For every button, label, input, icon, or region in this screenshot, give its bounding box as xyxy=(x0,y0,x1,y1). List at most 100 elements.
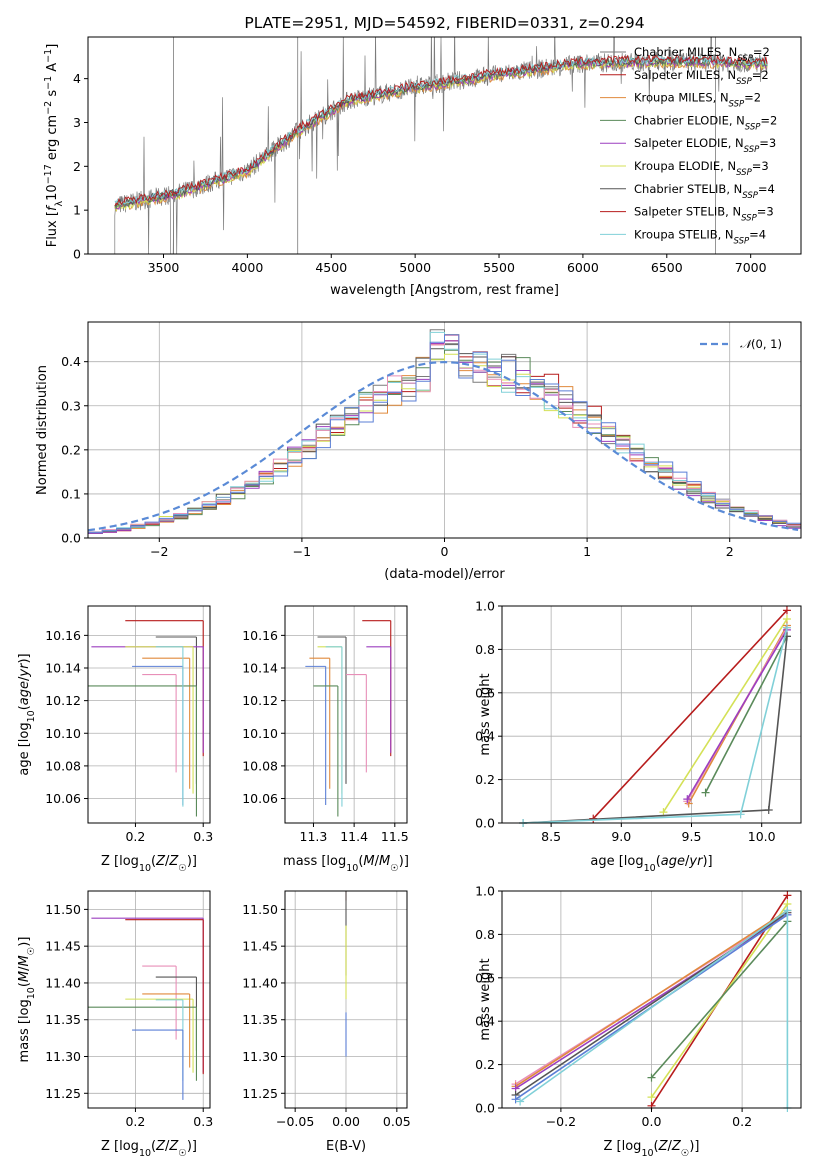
x-tick-label: 2 xyxy=(726,544,734,559)
x-tick-label: 11.4 xyxy=(340,829,368,844)
y-tick-label: 10.08 xyxy=(242,758,278,773)
y-tick-label: 10.10 xyxy=(45,726,81,741)
data-marker xyxy=(647,1093,656,1102)
spectrum-lines xyxy=(114,37,768,254)
x-tick-label: 11.5 xyxy=(381,829,409,844)
y-tick-label: 0.0 xyxy=(61,531,81,546)
data-marker xyxy=(782,623,791,632)
y-tick-label: 0.2 xyxy=(61,442,81,457)
x-tick-label: 6000 xyxy=(567,260,599,275)
y-axis-label: Flux [fλ10−17 erg cm−2 s−1 A−1] xyxy=(43,44,65,248)
x-tick-label: 0.00 xyxy=(332,1114,360,1129)
x-tick-label: 4000 xyxy=(231,260,263,275)
y-tick-label: 0.0 xyxy=(475,816,495,831)
age-vs-z-panel: 0.2 0.3 10.06 10.08 10.10 10.12 10.14 10.16 Z [l… xyxy=(17,605,213,874)
x-tick-label: 9.5 xyxy=(682,829,702,844)
spectrum-panel: 3500 4000 4500 5000 5500 6000 6500 7000 0 1 2 3 4 PLA… xyxy=(43,14,802,298)
y-tick-label: 11.45 xyxy=(45,939,81,954)
legend-label: Salpeter ELODIE, NSSP=3 xyxy=(634,136,776,155)
chart-title: PLATE=2951, MJD=54592, FIBERID=0331, z=0… xyxy=(244,14,644,32)
y-tick-label: 10.14 xyxy=(45,661,81,676)
y-tick-label: 0.6 xyxy=(475,970,495,985)
legend-label: 𝒩(0, 1) xyxy=(740,337,782,351)
axes-frame xyxy=(284,605,408,824)
legend: Chabrier MILES, NSSP=2 Salpeter MILES, NS… xyxy=(600,45,777,246)
legend-label: Chabrier STELIB, NSSP=4 xyxy=(634,182,775,201)
x-tick-label: 3500 xyxy=(148,260,180,275)
x-tick-label: 0.0 xyxy=(642,1114,662,1129)
y-axis-label: Normed distribution xyxy=(35,365,50,495)
x-axis-label: mass [log10(M/M☉)] xyxy=(283,854,409,874)
y-tick-label: 11.25 xyxy=(242,1086,278,1101)
axes-frame xyxy=(87,605,211,824)
y-tick-label: 1.0 xyxy=(475,884,495,899)
y-tick-label: 10.10 xyxy=(242,726,278,741)
series-line xyxy=(515,909,788,1087)
y-tick-label: 10.08 xyxy=(45,758,81,773)
residuals-panel: −2 −1 0 1 2 0.0 0.1 0.2 0.3 0.4 (data-model)/error… xyxy=(35,321,802,582)
data-marker xyxy=(736,810,745,819)
y-tick-label: 11.50 xyxy=(45,902,81,917)
x-axis-label: Z [log10(Z/Z☉)] xyxy=(101,1139,197,1159)
y-tick-label: 4 xyxy=(73,71,81,86)
series-line xyxy=(686,629,788,800)
y-tick-label: 0.4 xyxy=(475,729,495,744)
x-tick-label: 0.05 xyxy=(383,1114,411,1129)
series-line xyxy=(650,920,789,1079)
legend-label: Kroupa STELIB, NSSP=4 xyxy=(634,227,766,246)
y-tick-label: 0.2 xyxy=(475,772,495,787)
x-tick-label: 6500 xyxy=(651,260,683,275)
axes-frame xyxy=(87,890,211,1109)
x-axis-label: age [log10(age/yr)] xyxy=(590,854,712,874)
series-line xyxy=(523,636,788,824)
histograms xyxy=(88,329,801,536)
series-line xyxy=(662,618,788,813)
data-marker xyxy=(511,1095,520,1104)
x-tick-label: 1 xyxy=(583,544,591,559)
y-tick-label: 0 xyxy=(73,247,81,262)
x-tick-label: 5000 xyxy=(399,260,431,275)
x-tick-label: 0.3 xyxy=(193,1114,213,1129)
series-line xyxy=(704,636,788,793)
x-axis-label: Z [log10(Z/Z☉)] xyxy=(604,1139,700,1159)
x-tick-label: −0.2 xyxy=(546,1114,576,1129)
y-tick-label: 10.12 xyxy=(242,693,278,708)
legend-label: Salpeter STELIB, NSSP=3 xyxy=(634,205,774,224)
error-bars xyxy=(305,620,392,817)
y-tick-label: 0.8 xyxy=(475,642,495,657)
x-tick-label: 4500 xyxy=(315,260,347,275)
y-axis-label: age [log10(age/yr)] xyxy=(17,653,37,775)
y-tick-label: 0.2 xyxy=(475,1057,495,1072)
y-tick-label: 11.35 xyxy=(45,1012,81,1027)
y-tick-label: 0.1 xyxy=(61,486,81,501)
massweight-vs-z-panel: −0.2 0.0 0.2 0.0 0.2 0.4 0.6 0.8 1.0 Z [log10(Z/Z… xyxy=(475,884,802,1159)
y-tick-label: 0.3 xyxy=(61,398,81,413)
x-tick-label: 0.3 xyxy=(193,829,213,844)
y-tick-label: 11.45 xyxy=(242,939,278,954)
y-tick-label: 10.14 xyxy=(242,661,278,676)
x-tick-label: 0.2 xyxy=(125,1114,145,1129)
legend-label: Kroupa ELODIE, NSSP=3 xyxy=(634,159,769,178)
y-tick-label: 2 xyxy=(73,159,81,174)
data-marker xyxy=(782,606,791,615)
data-marker xyxy=(701,788,710,797)
series-lines xyxy=(511,891,792,1112)
x-tick-label: 0.2 xyxy=(125,829,145,844)
data-marker xyxy=(647,1073,656,1082)
legend-label: Salpeter MILES, NSSP=2 xyxy=(634,68,769,87)
y-tick-label: 11.35 xyxy=(242,1012,278,1027)
series-line xyxy=(592,609,788,820)
x-axis-label: wavelength [Angstrom, rest frame] xyxy=(330,283,559,298)
legend-label: Kroupa MILES, NSSP=2 xyxy=(634,91,761,110)
y-tick-label: 10.16 xyxy=(45,628,81,643)
legend: 𝒩(0, 1) xyxy=(700,337,782,351)
x-tick-label: 5500 xyxy=(483,260,515,275)
y-tick-label: 10.16 xyxy=(242,628,278,643)
series-line xyxy=(519,908,789,1108)
series-line xyxy=(523,627,788,824)
x-tick-label: 7000 xyxy=(735,260,767,275)
y-tick-label: 11.40 xyxy=(45,975,81,990)
data-marker xyxy=(764,805,773,814)
y-tick-label: 11.30 xyxy=(45,1049,81,1064)
